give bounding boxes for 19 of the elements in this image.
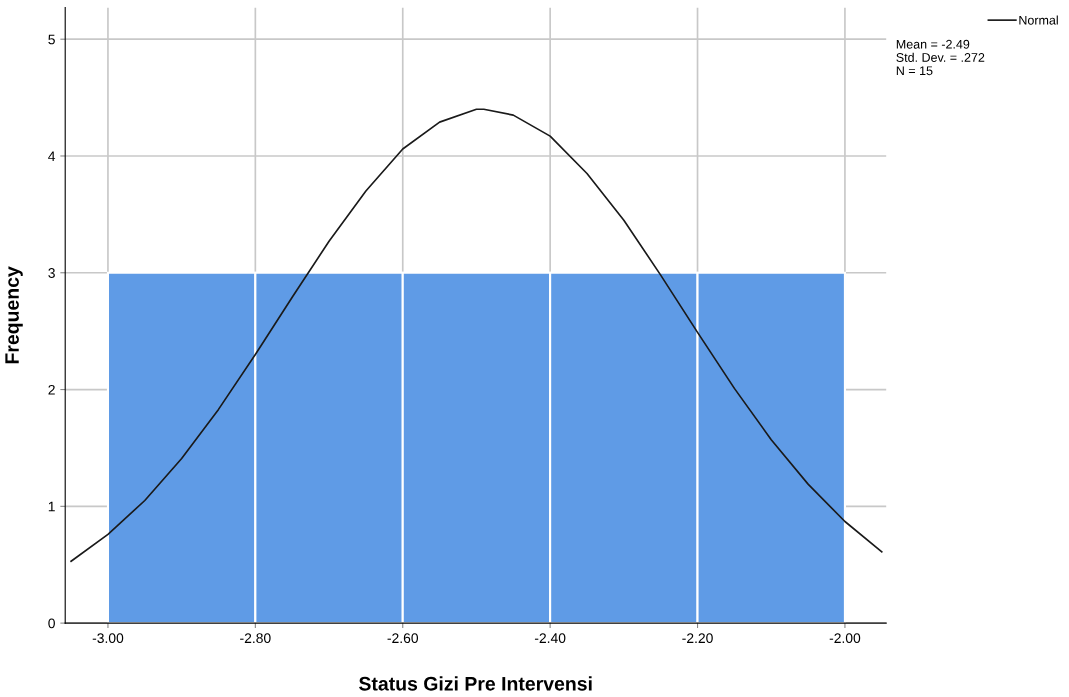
text: Std. Dev. = .272 [896,52,985,62]
y-tick-label: 0 [48,618,55,629]
y-tick-label: 3 [48,268,55,278]
x-tick-label: -2.80 [240,633,271,644]
x-tick-label: -2.00 [829,633,861,644]
text: Mean = -2.49 [896,39,970,49]
x-axis-title: Status Gizi Pre Intervensi [359,676,592,691]
legend-label: Normal [1019,15,1058,25]
y-tick-label: 2 [48,384,55,395]
text: N = 15 [896,66,933,76]
y-axis-title: Frequency [5,266,23,364]
y-tick-label: 1 [48,501,55,512]
x-tick-label: -2.40 [534,633,566,644]
y-tick-label: 4 [48,151,56,162]
x-tick-label: -2.60 [387,633,419,644]
x-tick-label: -2.20 [682,633,713,644]
x-tick-label: -3.00 [92,633,124,644]
line-series [70,108,883,563]
y-tick-label: 5 [48,34,55,45]
